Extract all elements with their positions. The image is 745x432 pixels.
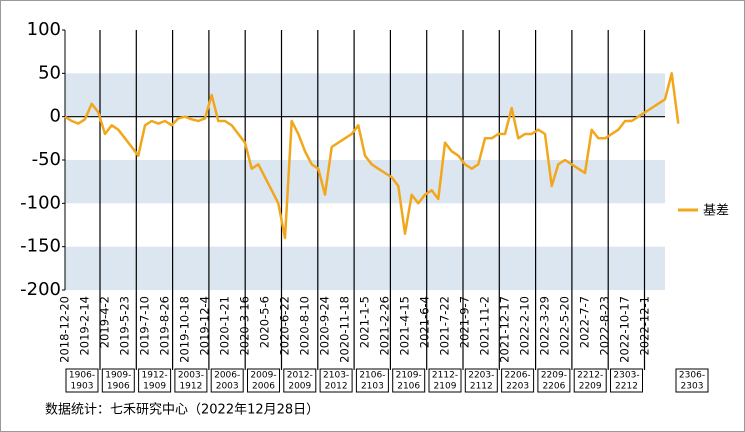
period-label: 2009 xyxy=(288,382,311,392)
period-label: 2206- xyxy=(505,371,531,381)
y-tick-label: 50 xyxy=(38,62,61,83)
x-tick-label: 2019-7-10 xyxy=(138,296,152,356)
y-tick-label: 0 xyxy=(50,106,61,127)
x-tick-label: 2020-8-10 xyxy=(298,296,312,356)
series-line xyxy=(64,72,680,240)
period-box xyxy=(65,368,99,393)
legend-label: 基差 xyxy=(703,204,729,219)
x-tick-label: 2019-4-2 xyxy=(98,296,112,348)
x-tick-label: 2018-12-20 xyxy=(58,296,72,363)
period-label: 1906 xyxy=(107,382,130,392)
period-label: 2306- xyxy=(679,371,705,381)
period-label: 1909 xyxy=(143,382,166,392)
period-label: 2112 xyxy=(470,382,493,392)
period-label: 2212 xyxy=(615,382,638,392)
period-label: 1903 xyxy=(71,382,94,392)
period-label: 2303- xyxy=(613,371,639,381)
period-label: 2003- xyxy=(178,371,204,381)
x-tick-label: 2020-3-16 xyxy=(238,296,252,356)
x-tick-label: 2021-1-5 xyxy=(358,296,372,348)
period-label: 2109 xyxy=(434,382,457,392)
x-tick-label: 2020-5-6 xyxy=(258,296,272,348)
x-tick-label: 2022-12-1 xyxy=(638,296,652,356)
x-tick-label: 2019-8-26 xyxy=(158,296,172,356)
y-tick-label: -200 xyxy=(20,279,61,300)
x-tick-label: 2021-11-2 xyxy=(478,296,492,356)
period-label: 2206 xyxy=(542,382,565,392)
period-box xyxy=(138,368,172,393)
period-box xyxy=(247,368,280,393)
x-tick-label: 2022-7-7 xyxy=(578,296,592,348)
period-label: 1912- xyxy=(142,371,168,381)
period-box xyxy=(501,368,535,393)
period-label: 2106 xyxy=(397,382,420,392)
y-tick-label: -150 xyxy=(20,236,61,257)
period-box xyxy=(464,368,498,393)
x-tick-label: 2022-2-10 xyxy=(518,296,532,356)
grid-band xyxy=(65,246,665,290)
x-tick-label: 2021-7-22 xyxy=(438,296,452,356)
period-box xyxy=(610,368,643,393)
period-box xyxy=(174,368,208,393)
period-box xyxy=(392,368,426,393)
x-tick-label: 2021-6-4 xyxy=(418,296,432,348)
period-label: 2012 xyxy=(325,382,348,392)
period-box xyxy=(101,368,135,393)
period-label: 2006 xyxy=(252,382,275,392)
period-label: 1909- xyxy=(105,371,131,381)
x-tick-label: 2020-6-22 xyxy=(278,296,292,356)
x-tick-label: 2022-5-20 xyxy=(558,296,572,356)
period-label: 2203 xyxy=(506,382,529,392)
x-tick-label: 2020-9-24 xyxy=(318,296,332,356)
period-label: 2103- xyxy=(323,371,349,381)
period-label: 2212- xyxy=(577,371,603,381)
x-tick-label: 2022-3-29 xyxy=(538,296,552,356)
period-label: 2009- xyxy=(250,371,276,381)
period-label: 2103 xyxy=(361,382,384,392)
period-label: 2006- xyxy=(214,371,240,381)
x-tick-label: 2021-4-15 xyxy=(398,296,412,356)
period-box xyxy=(675,368,709,393)
x-tick-label: 2020-1-21 xyxy=(218,296,232,356)
grid-band xyxy=(65,160,665,204)
period-label: 1912 xyxy=(179,382,202,392)
x-tick-label: 2021-9-7 xyxy=(458,296,472,348)
x-tick-label: 2019-12-4 xyxy=(198,296,212,356)
x-tick-label: 2019-2-14 xyxy=(78,296,92,356)
x-tick-label: 2022-8-23 xyxy=(598,296,612,356)
period-label: 2109- xyxy=(396,371,422,381)
period-box xyxy=(573,368,607,393)
x-tick-label: 2021-2-26 xyxy=(378,296,392,356)
period-box xyxy=(537,368,571,393)
x-tick-label: 2022-10-17 xyxy=(618,296,632,363)
period-label: 2209- xyxy=(541,371,567,381)
period-label: 2106- xyxy=(359,371,385,381)
period-box xyxy=(283,368,317,393)
period-label: 2112- xyxy=(432,371,458,381)
source: 数据统计：七禾研究中心（2022年12月28日） xyxy=(45,403,319,418)
x-tick-label: 2019-5-23 xyxy=(118,296,132,356)
period-box xyxy=(428,368,462,393)
y-tick-label: -100 xyxy=(20,192,61,213)
period-box xyxy=(210,368,244,393)
period-box xyxy=(319,368,353,393)
period-label: 2303 xyxy=(681,382,704,392)
period-label: 2012- xyxy=(287,371,313,381)
period-label: 2209 xyxy=(579,382,602,392)
x-tick-label: 2020-11-18 xyxy=(338,296,352,363)
period-label: 2003 xyxy=(216,382,239,392)
period-box xyxy=(355,368,389,393)
grid-band xyxy=(65,73,665,117)
y-tick-label: -50 xyxy=(32,149,61,170)
x-tick-label: 2019-10-18 xyxy=(178,296,192,363)
x-tick-label: 2021-12-17 xyxy=(498,296,512,363)
y-tick-label: 100 xyxy=(27,19,61,40)
period-label: 1906- xyxy=(69,371,95,381)
period-label: 2203- xyxy=(468,371,494,381)
